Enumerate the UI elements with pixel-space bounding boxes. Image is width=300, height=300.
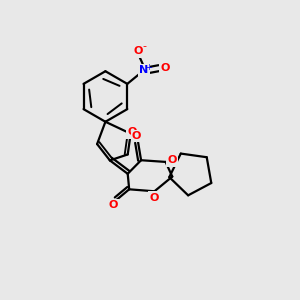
Text: -: - xyxy=(143,41,147,51)
Text: N: N xyxy=(139,65,148,76)
Text: O: O xyxy=(160,63,170,73)
Text: O: O xyxy=(132,131,141,141)
Text: O: O xyxy=(167,155,177,165)
Text: O: O xyxy=(134,46,143,56)
Text: O: O xyxy=(150,193,159,203)
Text: O: O xyxy=(128,127,137,137)
Text: O: O xyxy=(109,200,118,210)
Text: +: + xyxy=(146,63,152,72)
